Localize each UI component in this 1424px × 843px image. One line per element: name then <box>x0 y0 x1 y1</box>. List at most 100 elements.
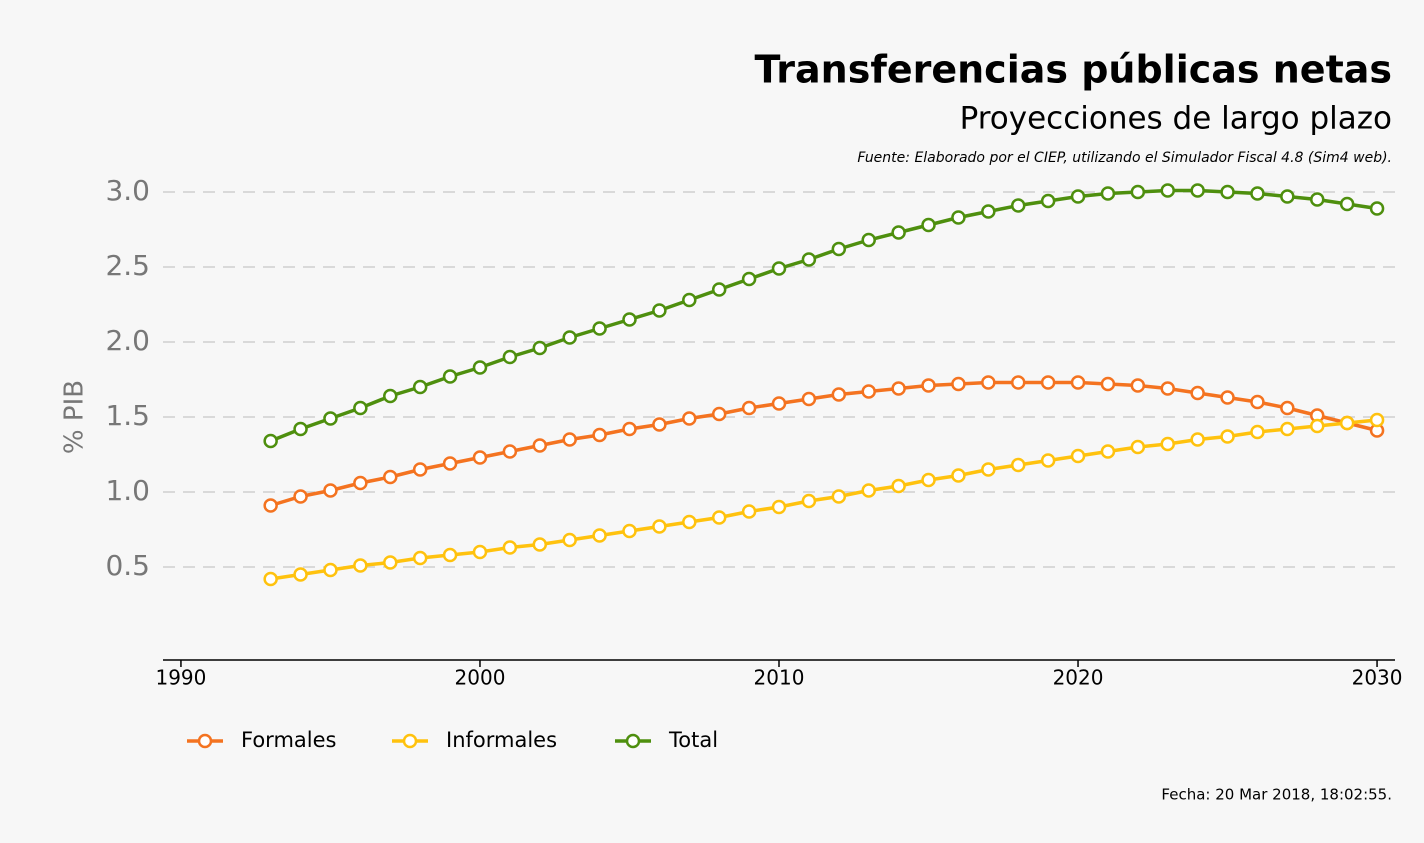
data-point <box>412 379 428 395</box>
data-point <box>1160 381 1175 396</box>
data-point <box>1100 186 1116 201</box>
data-point <box>502 349 518 365</box>
data-point <box>1130 184 1146 200</box>
data-point <box>1220 390 1235 405</box>
data-point <box>293 421 308 437</box>
data-point <box>383 388 398 404</box>
data-point <box>1220 429 1235 444</box>
data-point <box>1070 375 1086 390</box>
data-point <box>801 391 817 407</box>
series-line <box>270 418 1378 581</box>
data-point <box>1100 376 1116 392</box>
data-point <box>383 469 398 485</box>
data-point <box>921 378 936 393</box>
data-point <box>502 540 518 555</box>
data-point <box>532 438 548 453</box>
data-point <box>682 292 697 308</box>
data-point <box>981 462 996 477</box>
data-point <box>861 483 876 498</box>
data-point <box>981 204 996 219</box>
source-note: Fuente: Elaborado por el CIEP, utilizand… <box>857 150 1392 166</box>
data-point <box>353 558 368 573</box>
data-point <box>1190 385 1205 401</box>
data-point <box>1339 196 1355 212</box>
data-point <box>263 571 278 587</box>
data-point <box>472 544 488 560</box>
y-tick-label: 3.0 <box>105 174 150 207</box>
y-tick-label: 2.5 <box>105 249 150 282</box>
data-point <box>622 523 637 539</box>
legend-label: Formales <box>241 728 336 752</box>
chart-subtitle: Proyecciones de largo plazo <box>960 101 1392 137</box>
data-point <box>1040 375 1056 390</box>
data-point <box>353 400 368 416</box>
data-point <box>891 225 906 240</box>
data-point <box>442 369 458 384</box>
data-point <box>1280 189 1295 204</box>
y-tick-label: 1.5 <box>105 399 150 432</box>
data-point <box>951 468 966 483</box>
series-line <box>269 188 1378 443</box>
data-point <box>1160 183 1175 198</box>
y-tick-label: 2.0 <box>105 324 150 357</box>
data-point <box>771 499 787 515</box>
data-point <box>1250 394 1265 410</box>
data-point <box>741 400 757 416</box>
data-point <box>592 427 607 443</box>
data-point <box>1070 189 1086 204</box>
data-point <box>532 537 548 552</box>
data-point <box>1190 432 1205 447</box>
data-point <box>622 421 637 437</box>
y-tick-label: 1.0 <box>105 474 150 507</box>
data-point <box>592 528 607 543</box>
data-point <box>891 381 906 396</box>
data-point <box>412 550 428 566</box>
data-point <box>323 411 338 426</box>
data-point <box>1040 453 1056 468</box>
data-point <box>981 375 996 390</box>
x-tick-label: 2020 <box>1053 666 1104 690</box>
data-point <box>592 321 607 336</box>
data-point <box>1190 183 1205 198</box>
data-point <box>1130 439 1146 455</box>
data-point <box>622 312 637 327</box>
series-line <box>270 380 1378 508</box>
data-point <box>1010 375 1026 390</box>
chart-title: Transferencias públicas netas <box>755 48 1392 92</box>
data-point <box>1220 184 1235 200</box>
legend-marker <box>402 733 418 749</box>
data-point <box>1250 186 1265 201</box>
data-point <box>562 432 577 447</box>
data-point <box>293 567 308 582</box>
data-point <box>472 360 488 375</box>
data-point <box>532 340 548 356</box>
date-note: Fecha: 20 Mar 2018, 18:02:55. <box>1161 786 1392 804</box>
data-point <box>682 514 697 530</box>
data-point <box>741 504 757 519</box>
data-point <box>472 450 488 465</box>
data-point <box>562 532 577 548</box>
data-point <box>1160 436 1175 452</box>
data-point <box>861 384 876 399</box>
data-point <box>951 210 966 225</box>
data-point <box>711 406 727 422</box>
data-point <box>1130 378 1146 393</box>
data-point <box>1310 418 1325 434</box>
data-point <box>652 519 667 534</box>
data-point <box>711 510 727 525</box>
data-point <box>263 433 278 449</box>
data-point <box>562 330 577 345</box>
data-point <box>263 498 278 513</box>
data-point <box>831 387 847 402</box>
data-point <box>831 489 847 504</box>
data-point <box>741 271 757 287</box>
y-axis-label: % PIB <box>60 380 90 454</box>
data-point <box>293 489 308 504</box>
x-tick-label: 2030 <box>1352 666 1403 690</box>
x-tick-label: 1990 <box>155 666 206 690</box>
data-point <box>383 555 398 570</box>
data-point <box>442 547 458 563</box>
data-point <box>412 462 428 477</box>
data-point <box>951 376 966 392</box>
